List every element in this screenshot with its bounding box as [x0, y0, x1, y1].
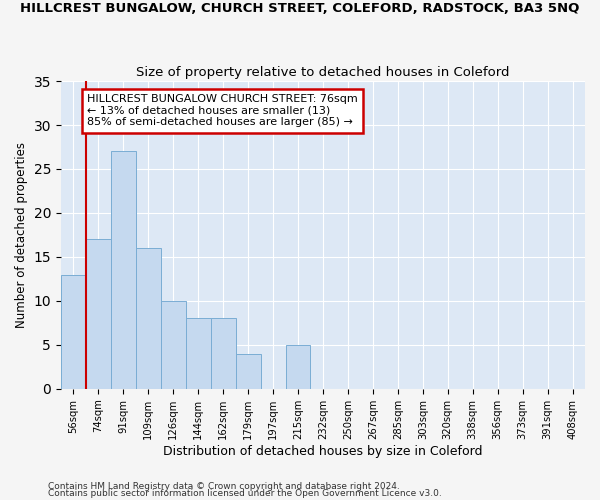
Bar — [111, 152, 136, 389]
Bar — [211, 318, 236, 389]
X-axis label: Distribution of detached houses by size in Coleford: Distribution of detached houses by size … — [163, 444, 483, 458]
Bar — [86, 240, 111, 389]
Title: Size of property relative to detached houses in Coleford: Size of property relative to detached ho… — [136, 66, 510, 78]
Y-axis label: Number of detached properties: Number of detached properties — [15, 142, 28, 328]
Bar — [286, 345, 310, 389]
Text: Contains HM Land Registry data © Crown copyright and database right 2024.: Contains HM Land Registry data © Crown c… — [48, 482, 400, 491]
Bar — [161, 301, 185, 389]
Bar — [236, 354, 260, 389]
Text: HILLCREST BUNGALOW, CHURCH STREET, COLEFORD, RADSTOCK, BA3 5NQ: HILLCREST BUNGALOW, CHURCH STREET, COLEF… — [20, 2, 580, 16]
Bar — [136, 248, 161, 389]
Bar — [185, 318, 211, 389]
Text: Contains public sector information licensed under the Open Government Licence v3: Contains public sector information licen… — [48, 490, 442, 498]
Bar — [61, 274, 86, 389]
Text: HILLCREST BUNGALOW CHURCH STREET: 76sqm
← 13% of detached houses are smaller (13: HILLCREST BUNGALOW CHURCH STREET: 76sqm … — [87, 94, 358, 128]
